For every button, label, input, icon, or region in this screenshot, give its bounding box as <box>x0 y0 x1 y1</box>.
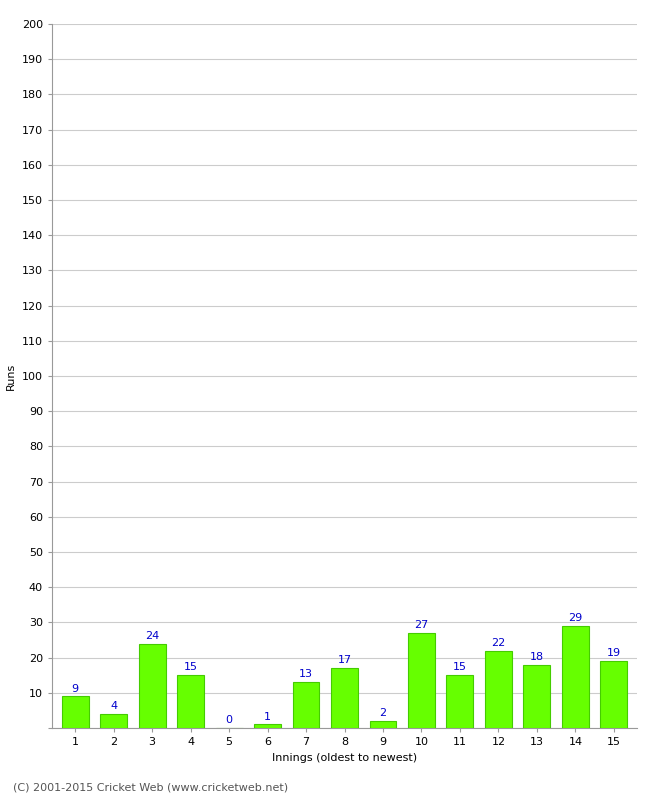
Bar <box>177 675 204 728</box>
X-axis label: Innings (oldest to newest): Innings (oldest to newest) <box>272 753 417 762</box>
Text: 29: 29 <box>568 613 582 623</box>
Bar <box>369 721 396 728</box>
Text: 4: 4 <box>110 701 117 711</box>
Text: 22: 22 <box>491 638 506 648</box>
Bar <box>562 626 589 728</box>
Text: 15: 15 <box>183 662 198 672</box>
Text: (C) 2001-2015 Cricket Web (www.cricketweb.net): (C) 2001-2015 Cricket Web (www.cricketwe… <box>13 782 288 792</box>
Text: 0: 0 <box>226 715 233 725</box>
Text: 19: 19 <box>607 648 621 658</box>
Bar <box>254 725 281 728</box>
Bar <box>62 696 88 728</box>
Bar <box>523 665 551 728</box>
Bar <box>331 668 358 728</box>
Text: 24: 24 <box>145 630 159 641</box>
Bar <box>485 650 512 728</box>
Bar <box>292 682 320 728</box>
Y-axis label: Runs: Runs <box>6 362 16 390</box>
Text: 18: 18 <box>530 652 544 662</box>
Text: 17: 17 <box>337 655 352 666</box>
Text: 13: 13 <box>299 670 313 679</box>
Text: 1: 1 <box>264 712 271 722</box>
Bar <box>447 675 473 728</box>
Text: 15: 15 <box>453 662 467 672</box>
Text: 27: 27 <box>414 620 428 630</box>
Text: 2: 2 <box>380 708 387 718</box>
Text: 9: 9 <box>72 683 79 694</box>
Bar <box>138 643 166 728</box>
Bar <box>100 714 127 728</box>
Bar <box>408 633 435 728</box>
Bar <box>601 661 627 728</box>
